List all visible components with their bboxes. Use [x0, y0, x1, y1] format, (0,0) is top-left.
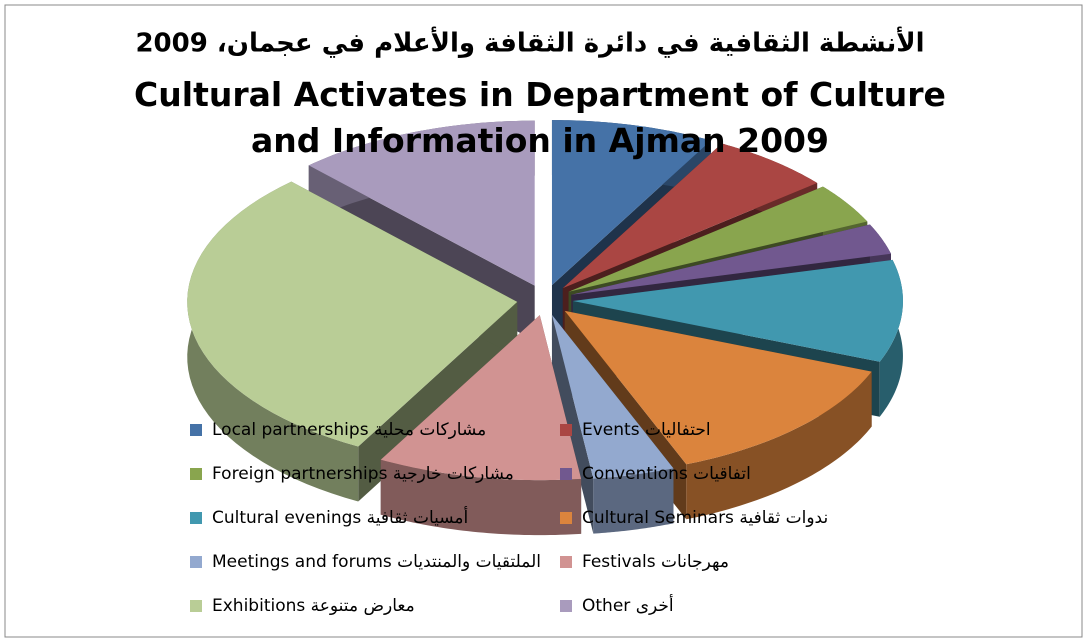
- legend-swatch: [190, 556, 202, 568]
- pie: [187, 120, 903, 536]
- legend-label: Other أخرى: [582, 594, 674, 616]
- slice-top: [187, 181, 518, 447]
- slice-top: [571, 224, 891, 295]
- slice-top: [308, 120, 535, 286]
- legend-label: Conventions اتفاقيات: [582, 464, 751, 484]
- slice-side: [380, 459, 582, 536]
- legend-swatch: [190, 424, 202, 436]
- legend-label: Meetings and forums الملتقيات والمنتديات: [212, 552, 541, 572]
- legend-swatch: [190, 512, 202, 524]
- legend: Local partnerships مشاركات محلية Events ا…: [190, 420, 828, 616]
- legend-swatch: [560, 600, 572, 612]
- legend-label: Cultural Seminars ندوات ثقافية: [582, 508, 828, 528]
- slice-top: [572, 259, 903, 362]
- slice-side: [593, 468, 674, 534]
- slice-top: [551, 120, 711, 286]
- legend-label: Local partnerships مشاركات محلية: [212, 420, 486, 440]
- legend-label: Cultural evenings أمسيات ثقافية: [212, 506, 468, 528]
- chart-title: الأنشطة الثقافية في دائرة الثقافة والأعل…: [135, 27, 924, 59]
- legend-swatch: [560, 556, 572, 568]
- legend-label: Exhibitions معارض متنوعة: [212, 596, 415, 616]
- slice-top: [562, 143, 818, 289]
- chart-subtitle: Cultural Activates in Department of Cult…: [134, 75, 946, 160]
- slice-wall: [551, 314, 594, 534]
- legend-swatch: [560, 512, 572, 524]
- legend-swatch: [560, 424, 572, 436]
- legend-label: Festivals مهرجانات: [582, 552, 729, 572]
- legend-label: Events احتفاليات: [582, 420, 711, 440]
- legend-swatch: [190, 468, 202, 480]
- slice: [551, 314, 674, 534]
- legend-label: Foreign partnerships مشاركات خارجية: [212, 464, 514, 484]
- subtitle-box: Cultural Activates in Department of Cult…: [134, 75, 946, 160]
- slice-side: [686, 371, 872, 520]
- legend-swatch: [190, 600, 202, 612]
- legend-swatch: [560, 468, 572, 480]
- slice-top: [551, 314, 674, 479]
- slice-top: [380, 315, 582, 481]
- slice-top: [568, 186, 868, 292]
- slice-top: [564, 310, 872, 465]
